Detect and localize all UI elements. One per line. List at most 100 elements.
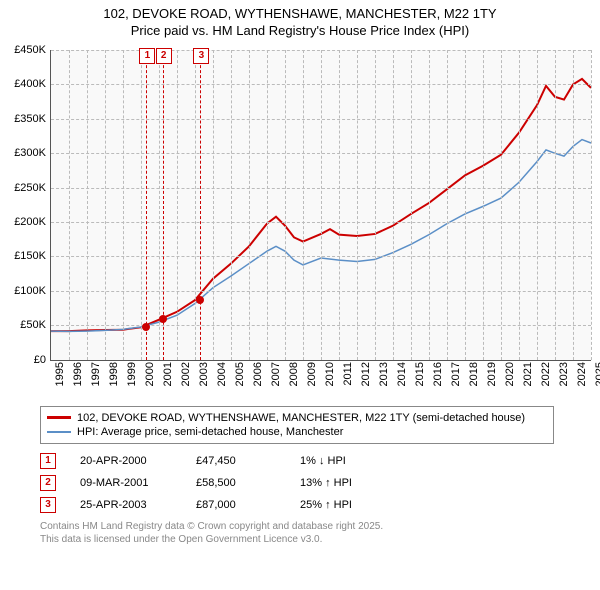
grid-v: [303, 50, 304, 360]
x-tick-label: 2023: [558, 362, 570, 386]
y-tick-label: £150K: [2, 250, 46, 262]
legend-row: 102, DEVOKE ROAD, WYTHENSHAWE, MANCHESTE…: [47, 411, 547, 425]
grid-v: [447, 50, 448, 360]
x-tick-label: 1997: [90, 362, 102, 386]
x-tick-label: 2020: [504, 362, 516, 386]
x-tick-label: 2012: [360, 362, 372, 386]
grid-v: [249, 50, 250, 360]
y-tick-label: £400K: [2, 78, 46, 90]
grid-v: [411, 50, 412, 360]
y-tick-label: £250K: [2, 182, 46, 194]
title-line1: 102, DEVOKE ROAD, WYTHENSHAWE, MANCHESTE…: [0, 6, 600, 23]
transaction-pct: 13% ↑ HPI: [300, 477, 390, 489]
grid-v: [393, 50, 394, 360]
grid-v: [537, 50, 538, 360]
x-tick-label: 2005: [234, 362, 246, 386]
y-tick-label: £450K: [2, 44, 46, 56]
x-tick-label: 2003: [198, 362, 210, 386]
grid-v: [321, 50, 322, 360]
event-line: [163, 50, 164, 360]
x-tick-label: 2024: [576, 362, 588, 386]
event-line: [200, 50, 201, 360]
grid-v: [267, 50, 268, 360]
grid-v: [231, 50, 232, 360]
grid-v: [177, 50, 178, 360]
transaction-marker: 2: [40, 475, 56, 491]
x-tick-label: 2019: [486, 362, 498, 386]
event-dot: [159, 315, 167, 323]
transaction-price: £47,450: [196, 455, 276, 467]
transaction-price: £87,000: [196, 499, 276, 511]
x-tick-label: 1999: [126, 362, 138, 386]
x-tick-label: 2022: [540, 362, 552, 386]
transaction-row: 3 25-APR-2003 £87,000 25% ↑ HPI: [40, 494, 600, 516]
transaction-pct: 25% ↑ HPI: [300, 499, 390, 511]
grid-v: [519, 50, 520, 360]
event-marker: 3: [193, 48, 209, 64]
x-tick-label: 1996: [72, 362, 84, 386]
legend-swatch: [47, 431, 71, 433]
footer-line2: This data is licensed under the Open Gov…: [40, 533, 600, 546]
y-tick-label: £0: [2, 354, 46, 366]
y-tick-label: £300K: [2, 147, 46, 159]
grid-v: [429, 50, 430, 360]
grid-v: [375, 50, 376, 360]
grid-v: [591, 50, 592, 360]
event-marker: 2: [156, 48, 172, 64]
grid-v: [465, 50, 466, 360]
chart-container: 102, DEVOKE ROAD, WYTHENSHAWE, MANCHESTE…: [0, 0, 600, 546]
transaction-date: 09-MAR-2001: [80, 477, 172, 489]
grid-v: [195, 50, 196, 360]
grid-v: [555, 50, 556, 360]
transaction-pct: 1% ↓ HPI: [300, 455, 390, 467]
x-tick-label: 2006: [252, 362, 264, 386]
x-tick-label: 2000: [144, 362, 156, 386]
x-tick-label: 1998: [108, 362, 120, 386]
transaction-marker: 3: [40, 497, 56, 513]
x-tick-label: 2008: [288, 362, 300, 386]
title-line2: Price paid vs. HM Land Registry's House …: [0, 23, 600, 40]
grid-v: [69, 50, 70, 360]
x-tick-label: 2011: [342, 362, 354, 386]
chart-area: 123 £0£50K£100K£150K£200K£250K£300K£350K…: [0, 42, 600, 402]
grid-v: [501, 50, 502, 360]
transactions-table: 120-APR-2000£47,4501% ↓ HPI209-MAR-2001£…: [40, 450, 600, 516]
transaction-row: 120-APR-2000£47,4501% ↓ HPI: [40, 450, 600, 472]
y-tick-label: £200K: [2, 216, 46, 228]
x-tick-label: 2015: [414, 362, 426, 386]
transaction-date: 25-APR-2003: [80, 499, 172, 511]
x-tick-label: 2013: [378, 362, 390, 386]
grid-v: [87, 50, 88, 360]
grid-v: [123, 50, 124, 360]
x-tick-label: 2009: [306, 362, 318, 386]
grid-v: [285, 50, 286, 360]
x-tick-label: 2007: [270, 362, 282, 386]
event-dot: [196, 296, 204, 304]
grid-v: [573, 50, 574, 360]
transaction-marker: 1: [40, 453, 56, 469]
x-tick-label: 2018: [468, 362, 480, 386]
title-block: 102, DEVOKE ROAD, WYTHENSHAWE, MANCHESTE…: [0, 0, 600, 42]
legend-label: HPI: Average price, semi-detached house,…: [77, 426, 343, 438]
x-tick-label: 2010: [324, 362, 336, 386]
x-tick-label: 2025: [594, 362, 600, 386]
x-tick-label: 2014: [396, 362, 408, 386]
legend-swatch: [47, 416, 71, 419]
footer: Contains HM Land Registry data © Crown c…: [40, 520, 600, 546]
x-tick-label: 2021: [522, 362, 534, 386]
transaction-price: £58,500: [196, 477, 276, 489]
y-tick-label: £350K: [2, 113, 46, 125]
grid-v: [339, 50, 340, 360]
plot-region: 123: [50, 50, 591, 361]
x-tick-label: 1995: [54, 362, 66, 386]
grid-v: [357, 50, 358, 360]
y-tick-label: £100K: [2, 285, 46, 297]
legend-label: 102, DEVOKE ROAD, WYTHENSHAWE, MANCHESTE…: [77, 412, 525, 424]
grid-v: [159, 50, 160, 360]
x-tick-label: 2017: [450, 362, 462, 386]
event-line: [146, 50, 147, 360]
x-tick-label: 2001: [162, 362, 174, 386]
x-tick-label: 2004: [216, 362, 228, 386]
x-tick-label: 2002: [180, 362, 192, 386]
legend: 102, DEVOKE ROAD, WYTHENSHAWE, MANCHESTE…: [40, 406, 554, 444]
